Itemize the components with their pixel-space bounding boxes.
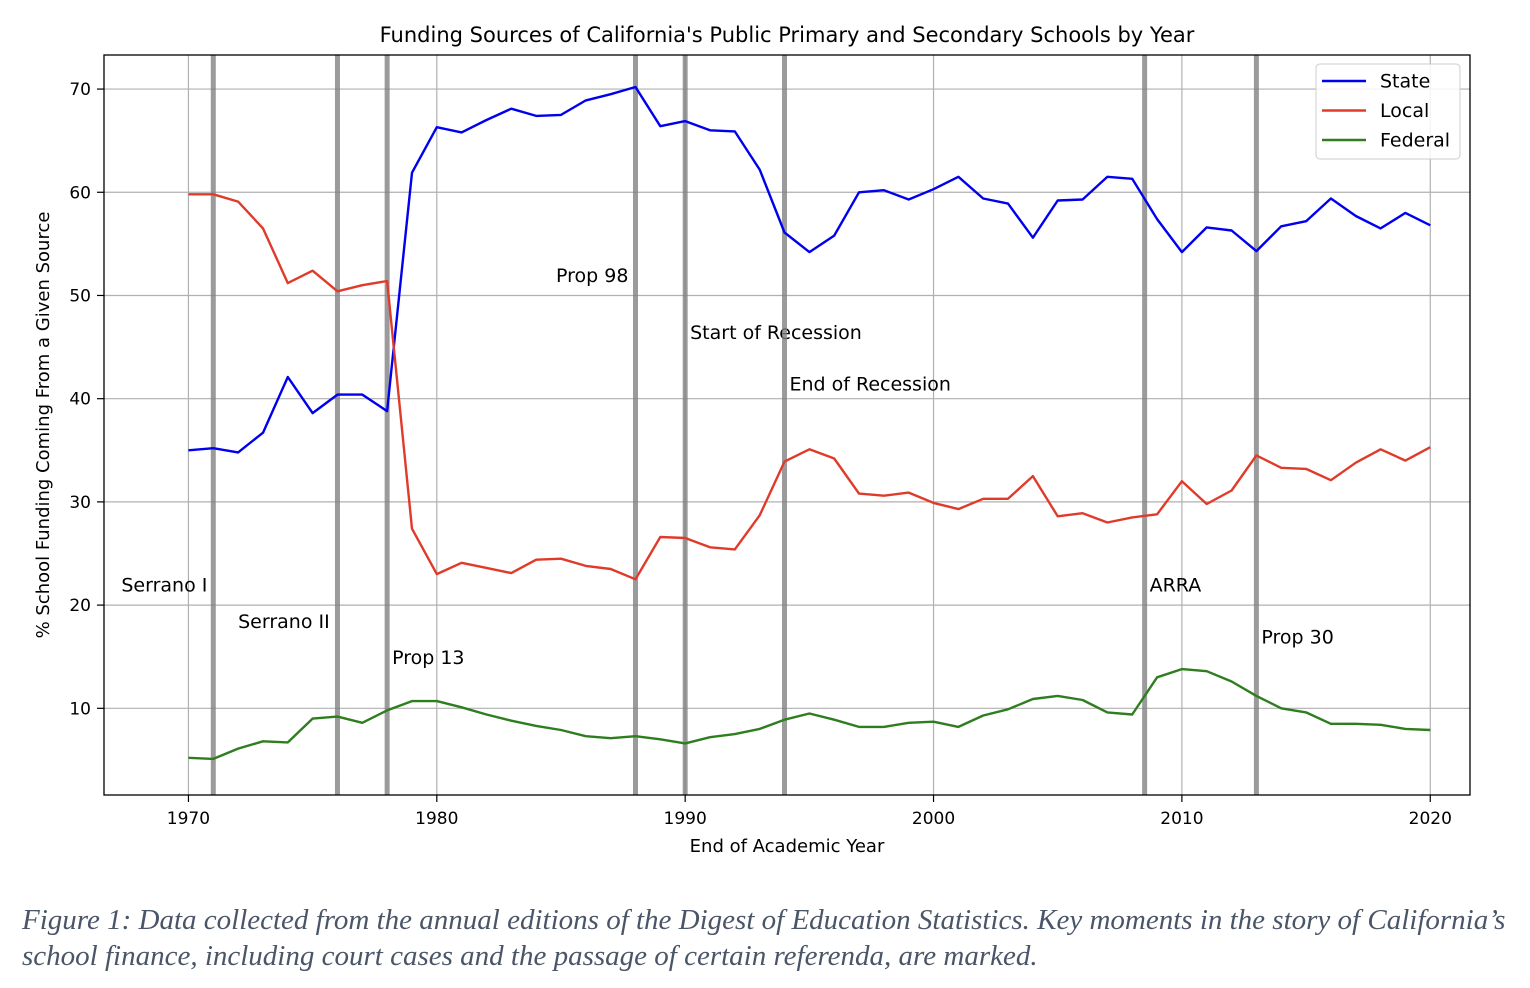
event-label: Serrano I <box>121 575 207 597</box>
y-tick-label: 60 <box>69 183 91 203</box>
legend-label: State <box>1380 71 1430 93</box>
event-label: Prop 13 <box>392 647 464 669</box>
y-tick-label: 10 <box>69 699 91 719</box>
legend-label: Federal <box>1380 130 1450 152</box>
event-label: End of Recession <box>789 373 950 395</box>
figure-caption: Figure 1: Data collected from the annual… <box>22 904 1506 972</box>
chart: Funding Sources of California's Public P… <box>33 23 1471 857</box>
y-tick-label: 50 <box>69 286 91 306</box>
x-axis-label: End of Academic Year <box>690 836 885 857</box>
legend-box <box>1315 63 1461 160</box>
series-line-state <box>188 85 1431 454</box>
y-axis-label: % School Funding Coming From a Given Sou… <box>33 212 54 639</box>
x-axis-ticks: 1970 1980 1990 2000 2010 2020 <box>167 795 1452 829</box>
y-tick-label: 20 <box>69 596 91 616</box>
plot-frame <box>103 54 1471 796</box>
series-line-federal <box>188 667 1431 761</box>
legend-label: Local <box>1380 100 1429 122</box>
chart-title: Funding Sources of California's Public P… <box>380 23 1195 47</box>
event-label: Prop 98 <box>556 265 628 287</box>
x-tick-label: 1990 <box>664 809 707 829</box>
x-tick-label: 2000 <box>912 809 955 829</box>
y-tick-label: 30 <box>69 493 91 513</box>
event-label: Start of Recession <box>690 322 862 344</box>
event-label: ARRA <box>1150 575 1202 597</box>
event-markers: Serrano I Serrano II Prop 13 Prop 98 Start o… <box>121 55 1334 795</box>
series-lines <box>188 85 1431 761</box>
x-tick-label: 2010 <box>1160 809 1203 829</box>
event-label: Serrano II <box>238 611 330 633</box>
x-tick-label: 2020 <box>1409 809 1452 829</box>
x-tick-label: 1980 <box>415 809 458 829</box>
event-label: Prop 30 <box>1261 626 1333 648</box>
y-tick-label: 70 <box>69 80 91 100</box>
series-line-local <box>188 193 1431 581</box>
y-tick-label: 40 <box>69 390 91 410</box>
y-axis-ticks: 10 20 30 40 50 60 70 <box>69 80 104 719</box>
legend: State Local Federal <box>1315 63 1461 160</box>
x-tick-label: 1970 <box>167 809 210 829</box>
